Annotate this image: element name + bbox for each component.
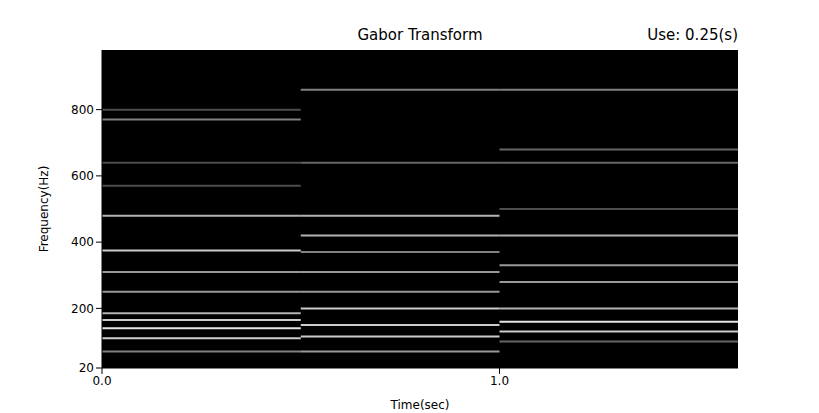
svg-text:400: 400 bbox=[71, 235, 94, 249]
svg-text:20: 20 bbox=[79, 361, 94, 375]
svg-text:0.0: 0.0 bbox=[92, 374, 111, 388]
svg-text:Frequency(Hz): Frequency(Hz) bbox=[37, 166, 51, 253]
svg-text:1.0: 1.0 bbox=[490, 374, 509, 388]
svg-text:200: 200 bbox=[71, 302, 94, 316]
html-text:Gabor Transform: Gabor Transform bbox=[357, 26, 483, 44]
svg-text:Time(sec): Time(sec) bbox=[390, 398, 450, 412]
svg-text:800: 800 bbox=[71, 103, 94, 117]
svg-text:600: 600 bbox=[71, 169, 94, 183]
html-text:Use: 0.25(s): Use: 0.25(s) bbox=[647, 26, 738, 44]
